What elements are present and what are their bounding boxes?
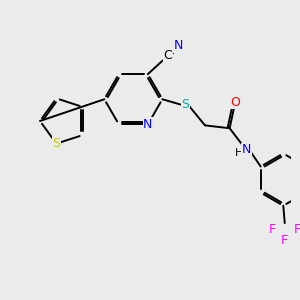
Text: F: F <box>293 223 300 236</box>
Text: N: N <box>174 39 184 52</box>
Text: F: F <box>281 234 288 247</box>
Text: O: O <box>230 96 240 109</box>
Text: S: S <box>52 137 60 150</box>
Text: F: F <box>269 223 276 236</box>
Text: C: C <box>164 49 172 62</box>
Text: S: S <box>181 98 189 111</box>
Text: H: H <box>235 148 243 158</box>
Text: N: N <box>242 143 251 156</box>
Text: N: N <box>143 118 152 131</box>
